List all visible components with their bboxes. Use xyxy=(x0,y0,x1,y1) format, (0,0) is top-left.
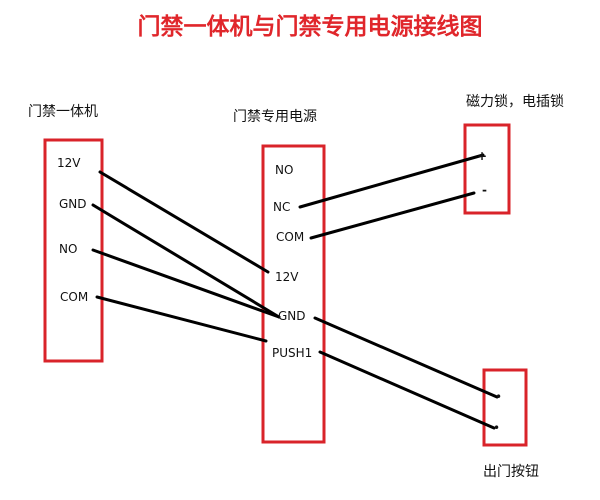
wire-controller-com-to-power_supply-push1 xyxy=(95,295,268,343)
wire-controller-gnd-to-power_supply-gnd xyxy=(91,203,281,319)
wire-power_supply-com-to-lock- xyxy=(309,191,476,240)
power-supply-caption: 门禁专用电源 xyxy=(233,109,317,125)
wire-power_supply-gnd-to-exit_button-1 xyxy=(313,316,499,399)
psu-terminal-nc: NC xyxy=(273,200,290,214)
wires xyxy=(91,153,499,430)
lock-terminal-plus: + xyxy=(477,149,487,163)
controller-terminal-12v: 12V xyxy=(57,156,81,170)
lock-caption: 磁力锁，电插锁 xyxy=(466,94,564,110)
psu-terminal-no: NO xyxy=(275,163,293,177)
wire-power_supply-nc-to-lock- xyxy=(298,153,485,209)
controller-terminal-gnd: GND xyxy=(59,197,87,211)
exit-button-contact-2: • xyxy=(493,421,500,435)
controller-terminal-no: NO xyxy=(59,242,77,256)
diagram-title: 门禁一体机与门禁专用电源接线图 xyxy=(138,13,483,40)
controller-box xyxy=(43,138,104,363)
controller-terminal-com: COM xyxy=(60,290,88,304)
psu-terminal-12v: 12V xyxy=(275,270,299,284)
wire-controller-no-to-power_supply-gnd xyxy=(91,248,281,319)
power-supply-box xyxy=(261,144,326,444)
controller-caption: 门禁一体机 xyxy=(28,104,98,120)
lock-terminal-minus: - xyxy=(482,183,487,197)
exit-button-contact-1: • xyxy=(495,390,502,404)
exit-button-box xyxy=(482,368,528,447)
psu-terminal-push1: PUSH1 xyxy=(272,346,312,360)
psu-terminal-com: COM xyxy=(276,230,304,244)
wire-controller-12v-to-power_supply-12v xyxy=(98,170,270,274)
wire-power_supply-push1-to-exit_button-2 xyxy=(318,350,496,430)
psu-terminal-gnd: GND xyxy=(278,309,306,323)
lock-box xyxy=(463,123,511,215)
exit-button-caption: 出门按钮 xyxy=(483,464,539,480)
